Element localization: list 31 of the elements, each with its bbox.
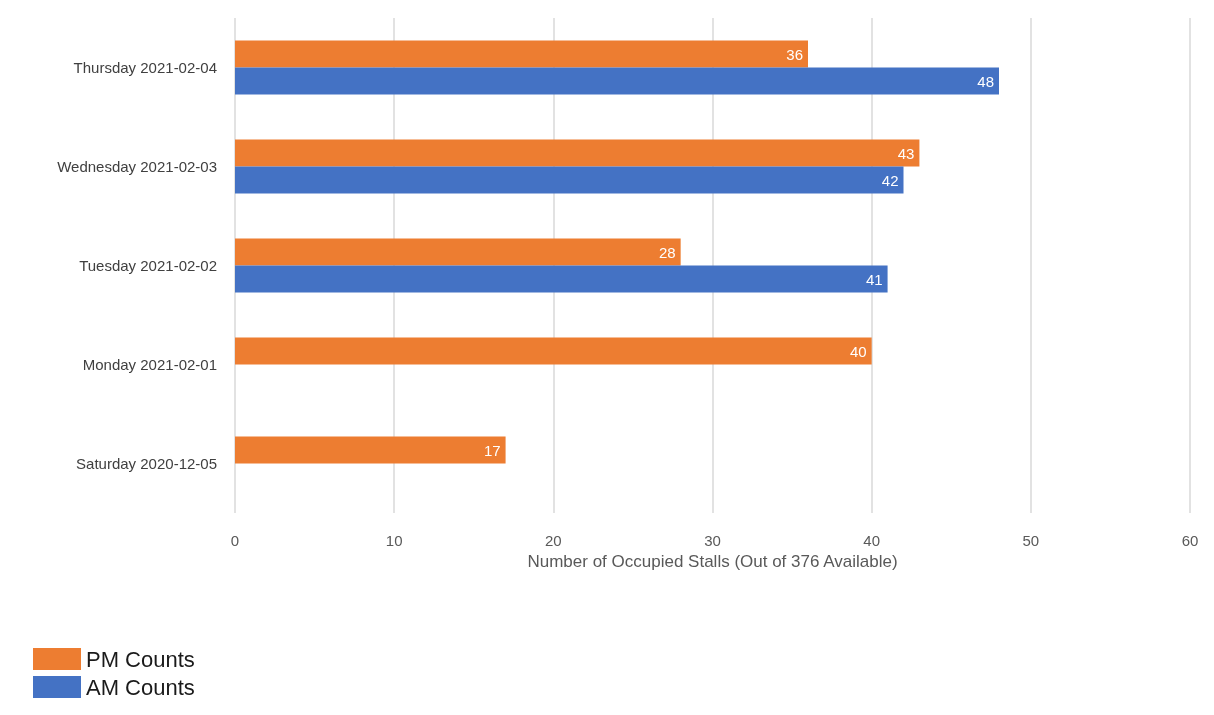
x-tick-label: 0: [230, 532, 240, 549]
y-tick-label: Monday 2021-02-01: [82, 356, 217, 373]
y-tick-label: Saturday 2020-12-05: [76, 455, 217, 472]
y-tick-label: Tuesday 2021-02-02: [79, 257, 217, 274]
x-tick-label: 40: [863, 532, 881, 549]
data-label: 17: [483, 441, 501, 459]
bar: [235, 67, 999, 95]
bar: [235, 238, 681, 266]
x-tick-label: 60: [1181, 532, 1199, 549]
data-label: 40: [849, 342, 867, 360]
bar: [235, 265, 888, 293]
data-label: 36: [786, 45, 803, 63]
bar: [235, 40, 808, 68]
data-label: 28: [658, 243, 676, 261]
data-label: 42: [881, 171, 899, 189]
bar: [235, 337, 872, 365]
x-tick-label: 10: [385, 532, 403, 549]
data-label: 43: [897, 144, 915, 162]
x-tick-label: 30: [704, 532, 721, 549]
legend-label: AM Counts: [86, 674, 195, 700]
y-tick-label: Thursday 2021-02-04: [73, 59, 217, 76]
y-tick-label: Wednesday 2021-02-03: [57, 158, 217, 175]
bar: [235, 166, 904, 194]
x-tick-label: 50: [1022, 532, 1040, 549]
x-axis-title: Number of Occupied Stalls (Out of 376 Available): [527, 551, 898, 571]
bar: [235, 139, 920, 167]
legend-label: PM Counts: [86, 646, 195, 672]
data-label: 41: [865, 270, 883, 288]
bar: [235, 436, 506, 464]
x-tick-label: 20: [544, 532, 562, 549]
data-label: 48: [977, 72, 994, 90]
